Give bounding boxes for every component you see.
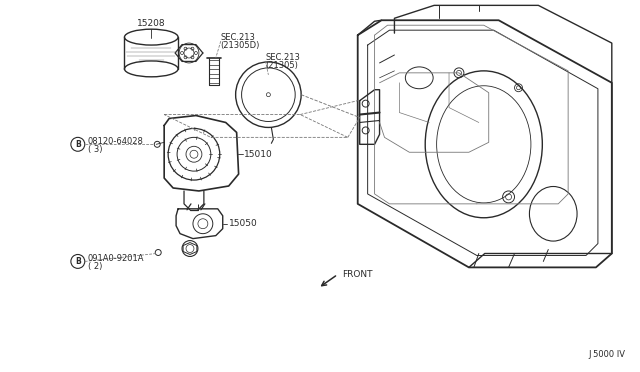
Text: (21305D): (21305D) [221, 41, 260, 50]
Text: (21305): (21305) [266, 61, 298, 70]
Text: SEC.213: SEC.213 [266, 53, 300, 62]
Text: ( 3): ( 3) [88, 145, 102, 154]
Text: 08120-64028: 08120-64028 [88, 137, 143, 146]
Text: B: B [75, 140, 81, 149]
Text: 091A0-9201A: 091A0-9201A [88, 254, 144, 263]
Circle shape [156, 250, 161, 256]
Text: SEC.213: SEC.213 [221, 33, 255, 42]
Text: FRONT: FRONT [342, 270, 372, 279]
Text: 15050: 15050 [228, 219, 257, 228]
Text: B: B [75, 257, 81, 266]
Text: 15010: 15010 [244, 150, 273, 159]
Text: ( 2): ( 2) [88, 262, 102, 271]
Circle shape [154, 141, 160, 147]
Text: J 5000 IV: J 5000 IV [589, 350, 626, 359]
Text: 15208: 15208 [137, 19, 166, 28]
